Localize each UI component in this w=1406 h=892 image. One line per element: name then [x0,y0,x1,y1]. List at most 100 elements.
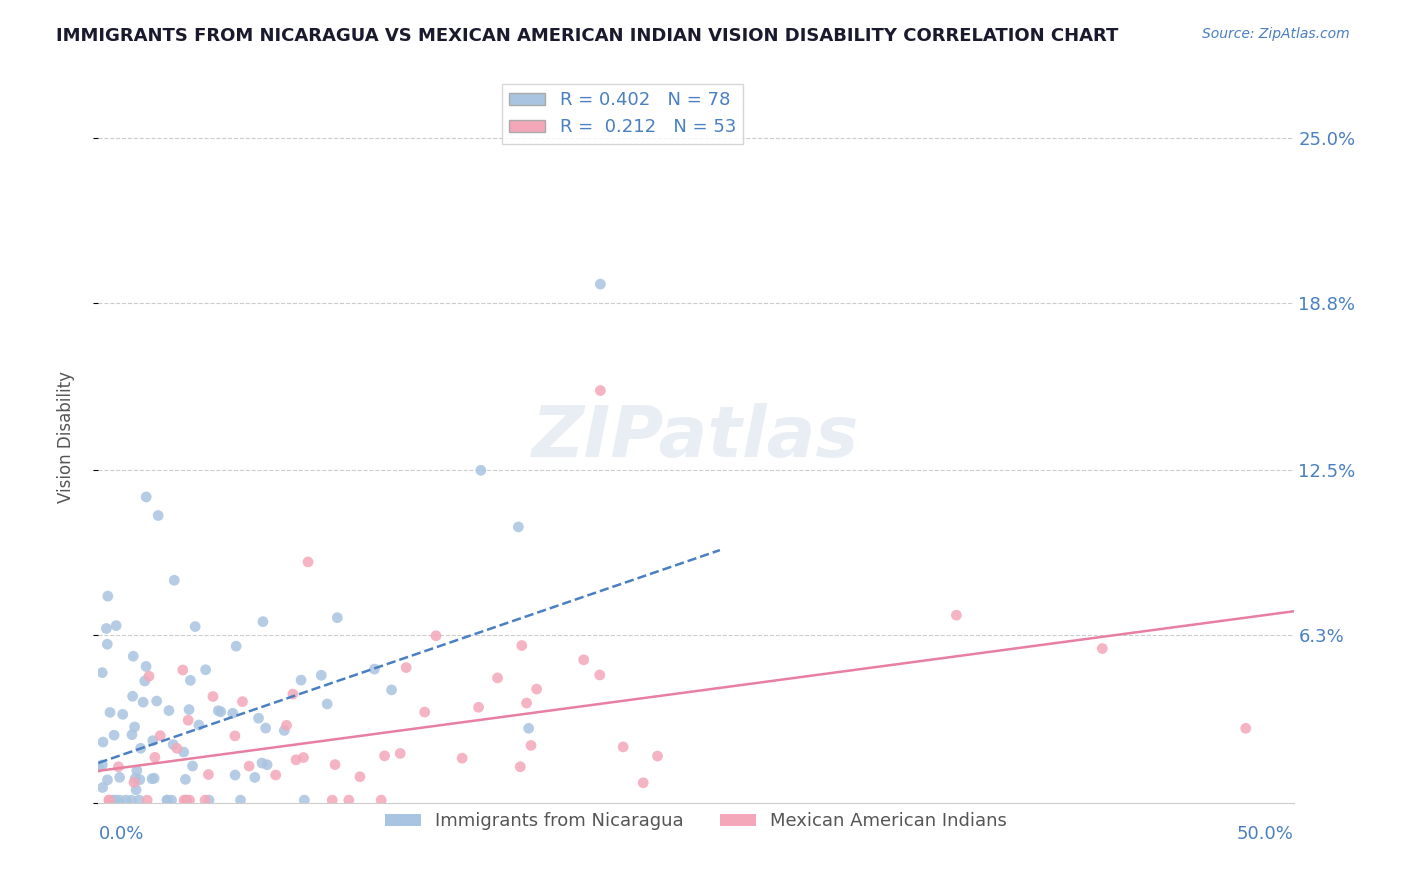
Point [273,723,295,738]
Point [254,721,277,735]
Point [148,508,170,523]
Point [96,622,118,636]
Point [121,690,143,704]
Point [589,384,612,398]
Point [1091,641,1114,656]
Point [222,706,245,721]
Point [97,589,120,603]
Point [238,759,260,773]
Point [105,618,128,632]
Point [177,713,200,727]
Point [143,771,166,785]
Point [121,728,143,742]
Point [526,682,548,697]
Point [98,793,121,807]
Point [120,793,142,807]
Point [143,750,166,764]
Point [97,793,120,807]
Point [380,682,402,697]
Point [104,793,127,807]
Point [1234,722,1257,736]
Point [470,463,492,477]
Point [517,722,540,736]
Point [122,775,145,789]
Point [374,748,396,763]
Point [349,770,371,784]
Point [323,757,346,772]
Point [225,639,247,653]
Point [145,694,167,708]
Point [197,767,219,781]
Point [125,764,148,778]
Point [174,793,197,807]
Point [311,668,333,682]
Point [173,793,195,807]
Point [157,704,180,718]
Point [224,768,246,782]
Point [128,772,150,787]
Point [108,770,131,784]
Point [91,780,114,795]
Point [207,704,229,718]
Point [160,793,183,807]
Point [142,733,165,747]
Text: Source: ZipAtlas.com: Source: ZipAtlas.com [1202,27,1350,41]
Point [509,760,531,774]
Point [326,610,349,624]
Point [177,703,200,717]
Point [945,608,967,623]
Point [321,793,343,807]
Point [141,772,163,786]
Point [572,653,595,667]
Text: 50.0%: 50.0% [1237,825,1294,843]
Point [612,739,634,754]
Point [135,659,157,673]
Point [395,660,418,674]
Point [247,711,270,725]
Text: ZIPatlas: ZIPatlas [533,402,859,472]
Point [276,718,298,732]
Point [337,793,360,807]
Point [174,793,197,807]
Point [149,729,172,743]
Point [486,671,509,685]
Point [290,673,312,687]
Point [297,555,319,569]
Point [229,793,252,807]
Point [124,772,146,786]
Point [173,745,195,759]
Point [174,772,197,787]
Point [520,739,543,753]
Point [128,793,150,807]
Point [243,771,266,785]
Point [135,490,157,504]
Point [370,793,392,807]
Point [115,793,138,807]
Point [91,735,114,749]
Point [508,520,530,534]
Point [108,793,131,807]
Text: 0.0%: 0.0% [98,825,143,843]
Point [87,760,110,774]
Point [101,793,124,807]
Point [172,663,194,677]
Point [363,662,385,676]
Point [181,759,204,773]
Point [194,793,217,807]
Point [425,629,447,643]
Point [316,697,339,711]
Point [389,747,412,761]
Point [413,705,436,719]
Point [250,756,273,770]
Point [224,729,246,743]
Point [264,768,287,782]
Point [129,741,152,756]
Point [103,728,125,742]
Point [163,574,186,588]
Point [96,772,118,787]
Point [187,718,209,732]
Point [162,738,184,752]
Point [631,776,654,790]
Point [589,668,612,682]
Point [209,705,232,719]
